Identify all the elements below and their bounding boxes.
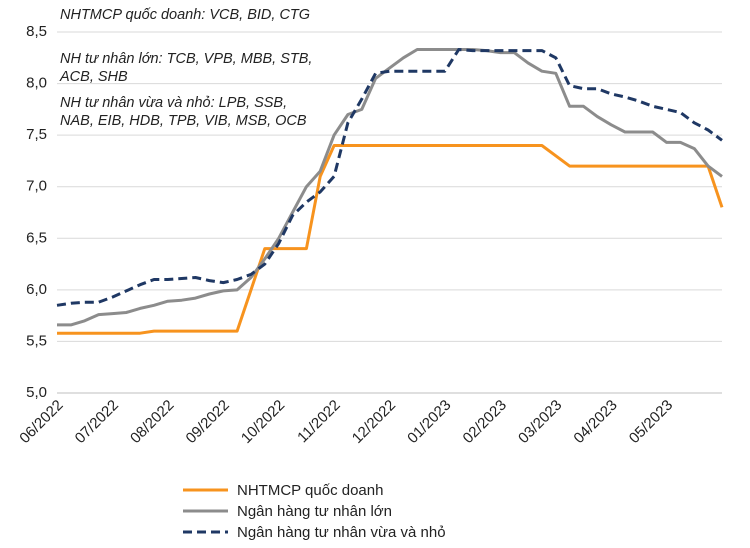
y-tick-label: 7,5 [26,126,47,143]
legend-label: Ngân hàng tư nhân lớn [237,503,392,520]
x-tick-label: 05/2023 [626,397,676,447]
legend-label: Ngân hàng tư nhân vừa và nhỏ [237,524,446,541]
y-tick-label: 5,5 [26,332,47,349]
y-tick-label: 6,5 [26,229,47,246]
annotation: NH tư nhân vừa và nhỏ: LPB, SSB, NAB, EI… [60,95,307,129]
x-tick-label: 12/2022 [349,397,399,447]
y-tick-label: 8,0 [26,75,47,92]
x-tick-label: 04/2023 [570,397,620,447]
x-tick-label: 08/2022 [127,397,177,447]
x-tick-label: 01/2023 [404,397,454,447]
annotation: NH tư nhân lớn: TCB, VPB, MBB, STB, ACB,… [60,51,313,85]
annotation: NHTMCP quốc doanh: VCB, BID, CTG [60,7,311,23]
x-tick-label: 10/2022 [238,397,288,447]
x-tick-label: 06/2022 [16,397,66,447]
y-tick-label: 5,0 [26,384,47,401]
series-line [56,48,723,307]
x-tick-label: 02/2023 [460,397,510,447]
x-tick-label: 09/2022 [183,397,233,447]
legend-label: NHTMCP quốc doanh [237,482,383,499]
x-tick-label: 11/2022 [294,397,344,447]
x-tick-label: 07/2022 [72,397,122,447]
y-tick-label: 6,0 [26,281,47,298]
series-line [57,144,724,335]
x-tick-label: 03/2023 [515,397,565,447]
y-tick-label: 8,5 [26,23,47,40]
series-line [57,48,723,327]
y-tick-label: 7,0 [26,178,47,195]
